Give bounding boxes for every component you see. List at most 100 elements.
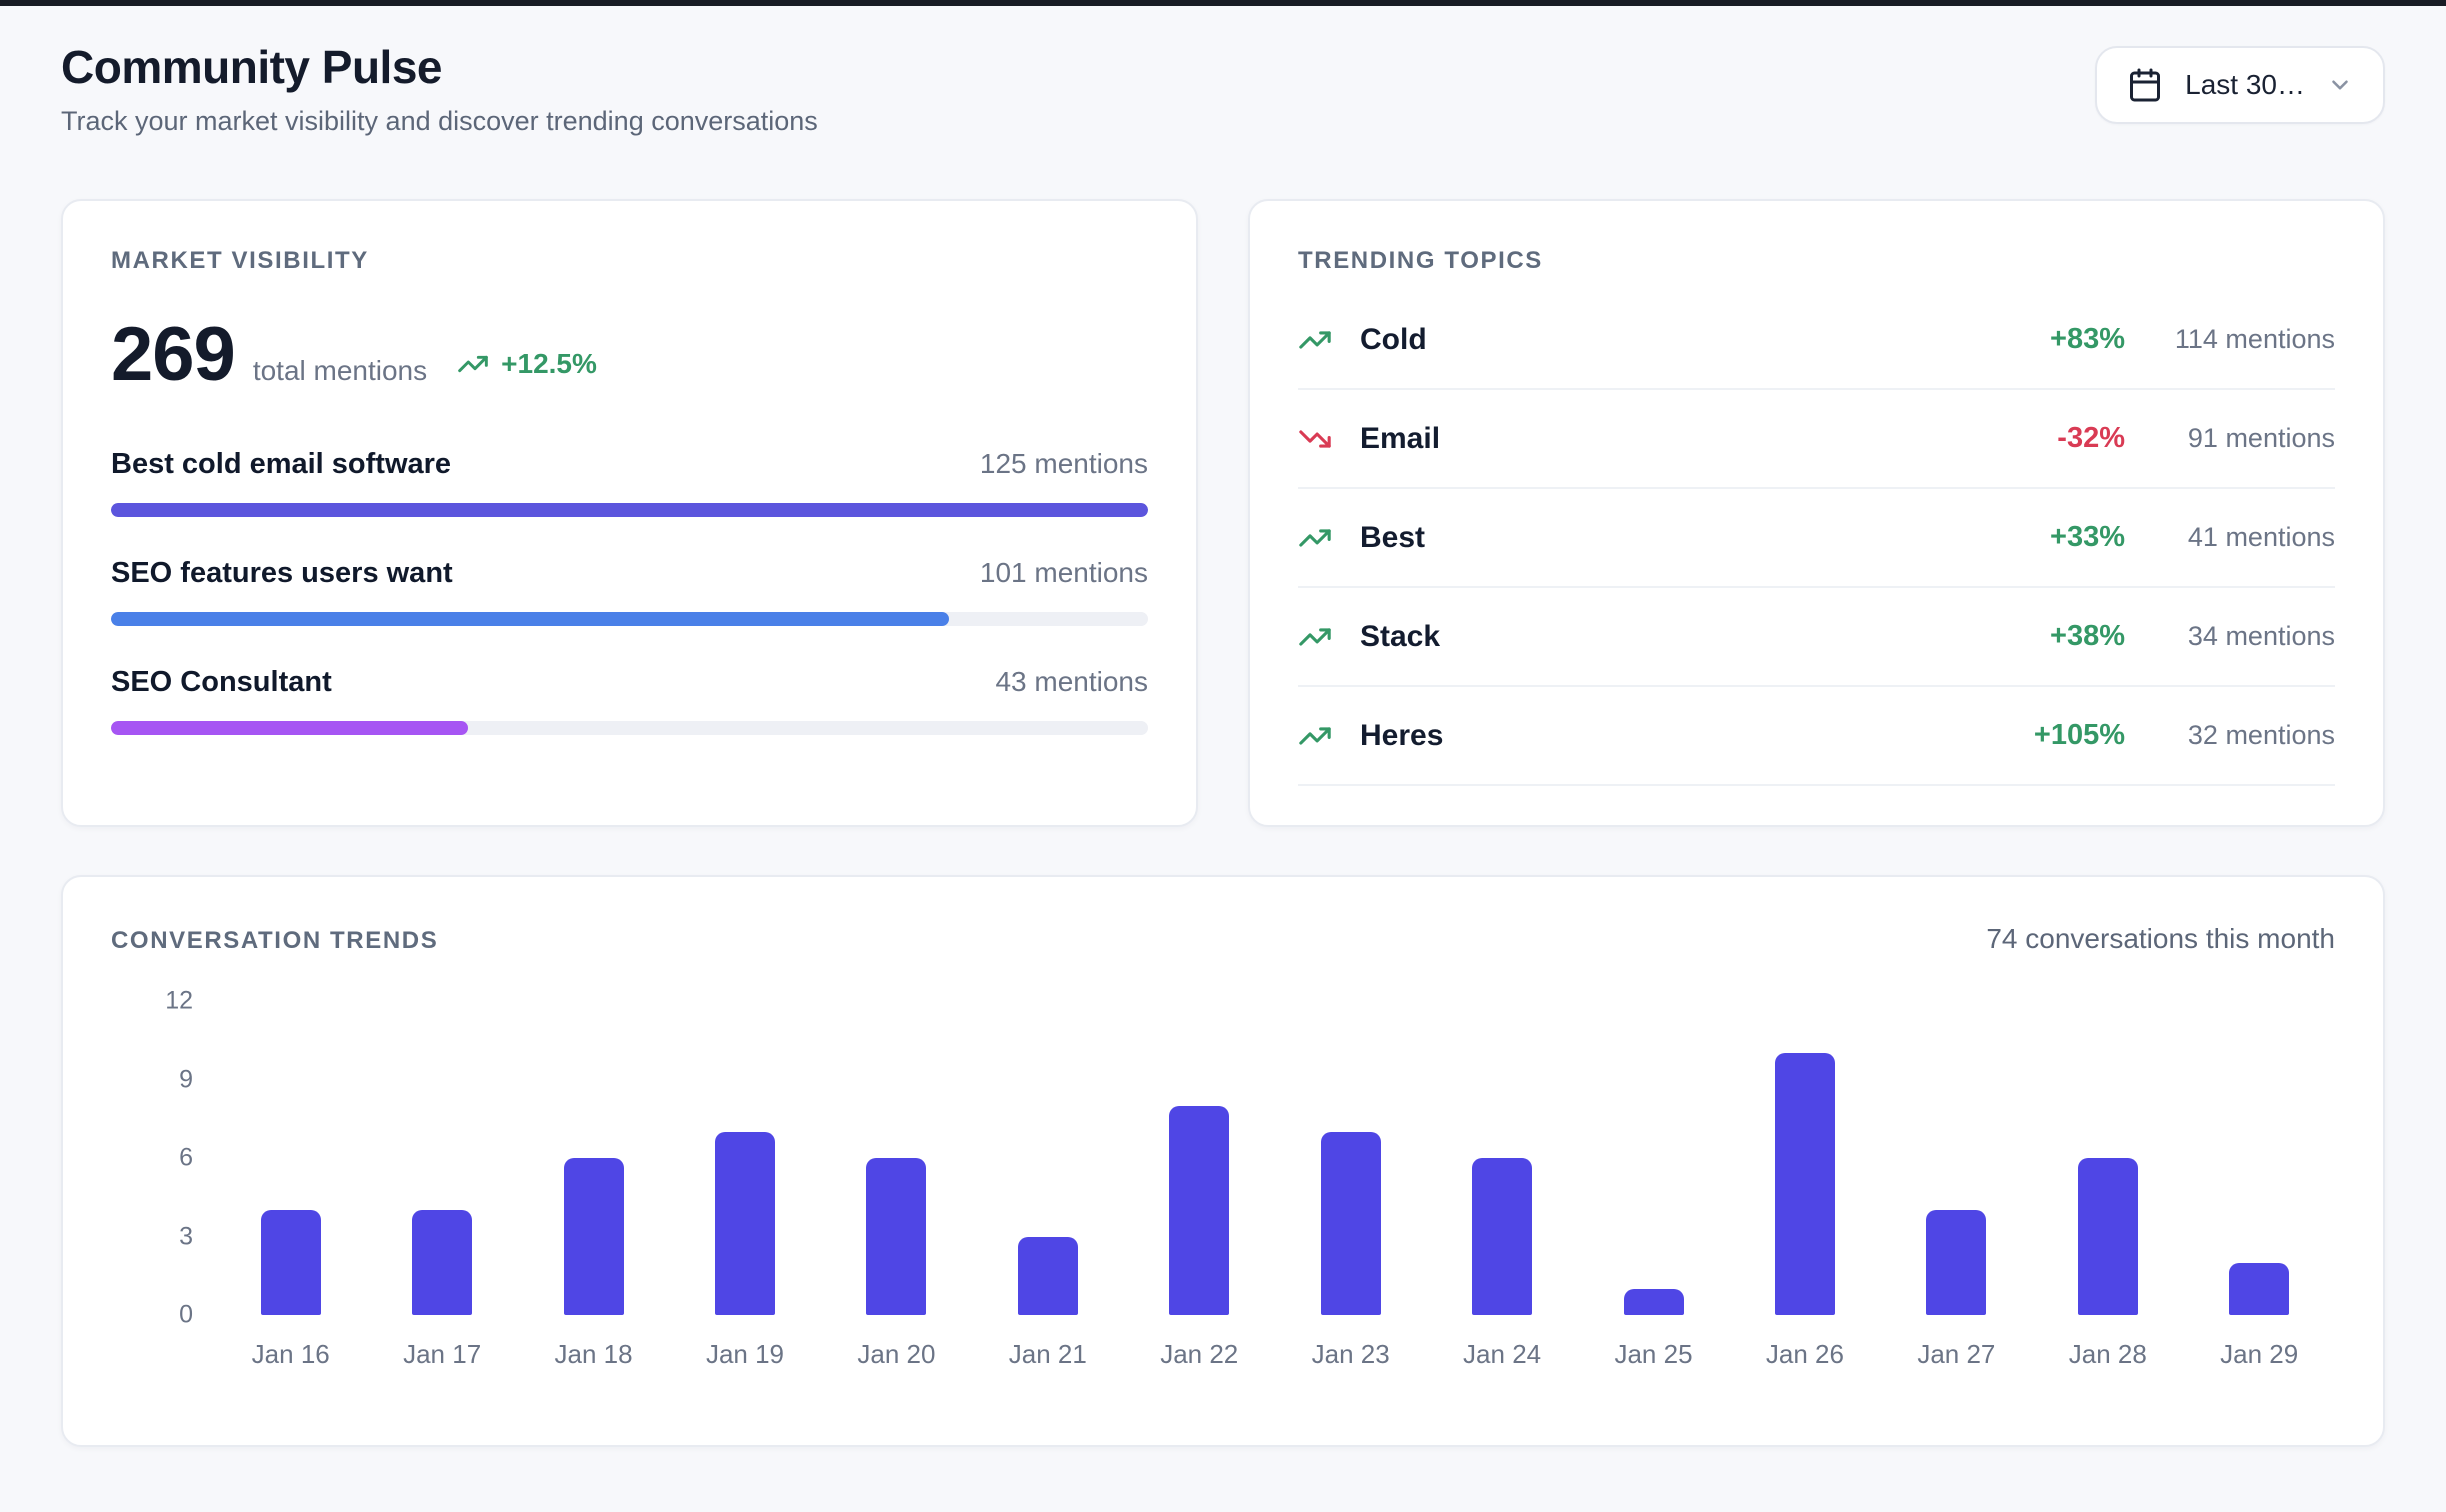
progress-bar-track	[111, 503, 1148, 517]
bar[interactable]	[2077, 1158, 2138, 1315]
x-axis-tick-label: Jan 21	[1008, 1339, 1087, 1369]
bar-column	[1426, 1001, 1577, 1315]
topic-mentions: 91 mentions	[2187, 423, 2335, 453]
y-axis-tick-label: 9	[179, 1065, 193, 1093]
bar[interactable]	[1926, 1210, 1987, 1315]
bar[interactable]	[2229, 1262, 2290, 1315]
date-range-dropdown[interactable]: Last 30…	[2095, 46, 2385, 124]
x-axis-tick-label: Jan 20	[857, 1339, 936, 1369]
x-axis-tick-label: Jan 29	[2220, 1339, 2299, 1369]
bar-column	[1124, 1001, 1275, 1315]
x-axis-tick-label: Jan 28	[2068, 1339, 2147, 1369]
bar-column	[2183, 1001, 2334, 1315]
visibility-topic-item: SEO features users want 101 mentions	[111, 557, 1148, 626]
bar[interactable]	[563, 1158, 624, 1315]
bar-column	[972, 1001, 1123, 1315]
trending-topics-title: TRENDING TOPICS	[1298, 247, 1543, 274]
chart-header: CONVERSATION TRENDS 74 conversations thi…	[111, 923, 2335, 955]
x-axis-tick-label: Jan 23	[1311, 1339, 1390, 1369]
trending-topics-list: Cold +83% 114 mentions	[1298, 291, 2335, 786]
trending-topic-row[interactable]: Stack +38% 34 mentions	[1298, 588, 2335, 687]
topic-mentions: 34 mentions	[2187, 621, 2335, 651]
bar[interactable]	[412, 1210, 473, 1315]
progress-bar-fill	[111, 503, 1148, 517]
bar-column	[366, 1001, 517, 1315]
x-axis-tick-label: Jan 18	[554, 1339, 633, 1369]
top-cards-row: MARKET VISIBILITY 269 total mentions +12…	[61, 199, 2385, 827]
visibility-topic-label: Best cold email software	[111, 448, 452, 480]
x-axis-labels: Jan 16 Jan 17 Jan 18 Jan 19 Jan 20 Jan 2…	[215, 1339, 2335, 1370]
page-heading-group: Community Pulse Track your market visibi…	[61, 40, 818, 137]
conversation-count-summary: 74 conversations this month	[1986, 923, 2335, 954]
topic-change: +33%	[2050, 521, 2125, 553]
date-range-label: Last 30…	[2185, 69, 2305, 100]
topic-mentions: 41 mentions	[2187, 522, 2335, 552]
bar-column	[1578, 1001, 1729, 1315]
total-mentions-value: 269	[111, 312, 236, 397]
conversation-trends-title: CONVERSATION TRENDS	[111, 927, 439, 954]
trending-up-icon	[1298, 719, 1332, 753]
visibility-topic-mentions: 125 mentions	[979, 448, 1148, 479]
bar[interactable]	[260, 1210, 321, 1315]
visibility-topic-mentions: 101 mentions	[979, 557, 1148, 588]
y-axis-tick-label: 12	[165, 986, 193, 1015]
community-pulse-dashboard: Community Pulse Track your market visibi…	[0, 6, 2446, 1447]
x-axis-tick-label: Jan 22	[1160, 1339, 1239, 1369]
chevron-down-icon	[2327, 72, 2353, 98]
visibility-topic-item: SEO Consultant 43 mentions	[111, 666, 1148, 735]
visibility-topic-label: SEO Consultant	[111, 666, 332, 698]
page-header: Community Pulse Track your market visibi…	[61, 40, 2385, 137]
bar[interactable]	[1472, 1158, 1533, 1315]
total-trend: +12.5%	[457, 348, 597, 380]
x-axis-tick-label: Jan 25	[1614, 1339, 1693, 1369]
bar[interactable]	[1169, 1105, 1230, 1315]
bar[interactable]	[866, 1158, 927, 1315]
calendar-icon	[2127, 67, 2163, 103]
x-axis-tick-label: Jan 16	[251, 1339, 330, 1369]
page-subtitle: Track your market visibility and discove…	[61, 106, 818, 136]
topic-name: Cold	[1360, 322, 1427, 356]
bar[interactable]	[1320, 1131, 1381, 1315]
total-mentions-stat: 269 total mentions +12.5%	[111, 311, 1148, 398]
bar-column	[821, 1001, 972, 1315]
bar[interactable]	[1774, 1053, 1835, 1315]
conversation-trends-card: CONVERSATION TRENDS 74 conversations thi…	[61, 875, 2385, 1447]
market-visibility-title: MARKET VISIBILITY	[111, 247, 369, 274]
x-axis-tick-label: Jan 17	[403, 1339, 482, 1369]
total-mentions-label: total mentions	[252, 355, 428, 386]
trending-up-icon	[1298, 323, 1332, 357]
bar[interactable]	[1017, 1236, 1078, 1315]
topic-mentions: 32 mentions	[2187, 720, 2335, 750]
progress-bar-fill	[111, 612, 949, 626]
y-axis-tick-label: 6	[179, 1143, 193, 1172]
trending-topic-row[interactable]: Cold +83% 114 mentions	[1298, 291, 2335, 390]
progress-bar-fill	[111, 721, 468, 735]
bar[interactable]	[714, 1131, 775, 1315]
bar[interactable]	[1623, 1288, 1684, 1315]
bar-column	[2032, 1001, 2183, 1315]
trending-topic-row[interactable]: Email -32% 91 mentions	[1298, 390, 2335, 489]
trending-topic-row[interactable]: Best +33% 41 mentions	[1298, 489, 2335, 588]
topic-name: Stack	[1360, 619, 1441, 653]
topic-change: -32%	[2057, 422, 2125, 454]
topic-name: Email	[1360, 421, 1441, 455]
trending-topics-card: TRENDING TOPICS	[1248, 199, 2385, 827]
topic-mentions: 114 mentions	[2174, 324, 2335, 354]
bar-column	[518, 1001, 669, 1315]
topic-change: +105%	[2033, 719, 2125, 751]
plot-area: Jan 16 Jan 17 Jan 18 Jan 19 Jan 20 Jan 2…	[215, 1001, 2335, 1370]
progress-bar-track	[111, 612, 1148, 626]
bar-column	[215, 1001, 366, 1315]
visibility-topic-list: Best cold email software 125 mentions SE…	[111, 448, 1148, 735]
y-axis: 0 3 6 9 12	[111, 987, 215, 1329]
y-axis-tick-label: 0	[179, 1300, 193, 1329]
visibility-topic-mentions: 43 mentions	[995, 666, 1148, 697]
topic-change: +83%	[2050, 323, 2125, 355]
topic-change: +38%	[2050, 620, 2125, 652]
visibility-topic-head: SEO Consultant 43 mentions	[111, 666, 1148, 699]
trending-down-icon	[1298, 422, 1332, 456]
trending-topic-row[interactable]: Heres +105% 32 mentions	[1298, 687, 2335, 786]
x-axis-tick-label: Jan 27	[1917, 1339, 1996, 1369]
visibility-topic-head: SEO features users want 101 mentions	[111, 557, 1148, 590]
market-visibility-card: MARKET VISIBILITY 269 total mentions +12…	[61, 199, 1198, 827]
